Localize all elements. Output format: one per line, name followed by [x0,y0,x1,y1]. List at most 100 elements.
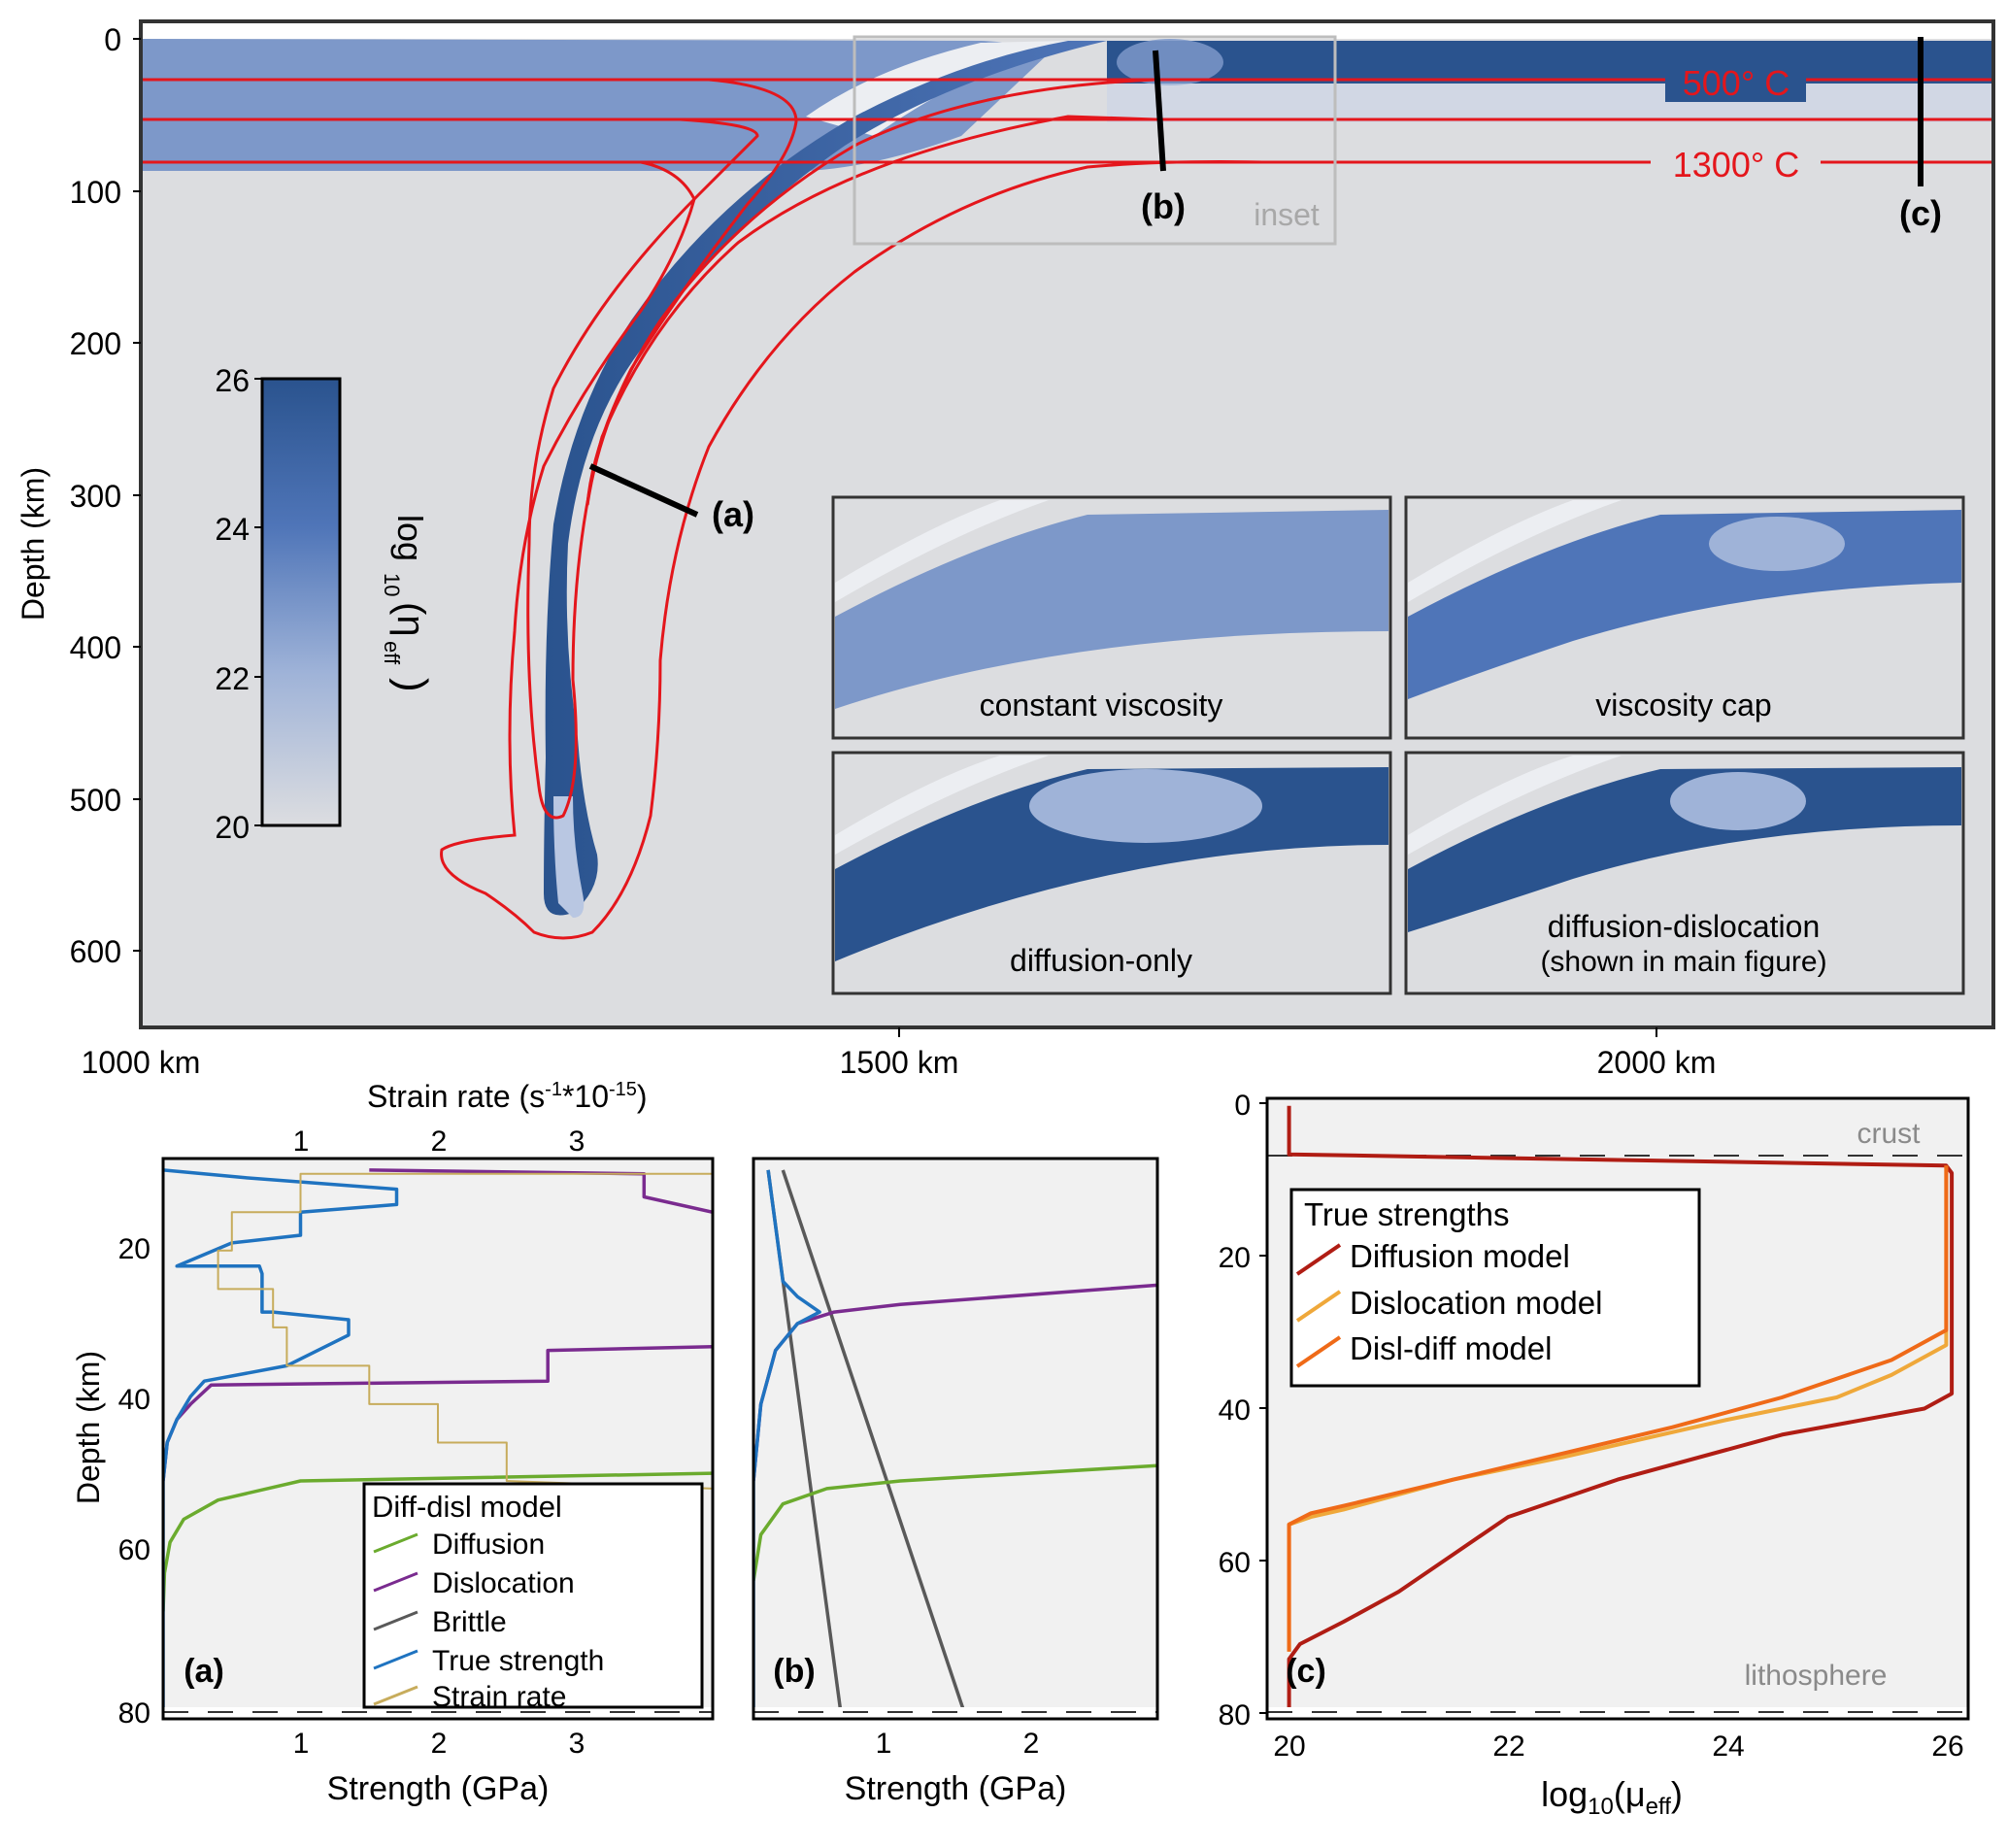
legend-a-swatch-diffusion [373,1532,418,1554]
inset-diffusion-only: diffusion-only [831,751,1392,995]
main-x-ticks [898,1027,1657,1037]
panel-b-bottom-strip [753,1709,1157,1719]
legend-a-dislocation: Dislocation [432,1567,575,1599]
panel-a-top-tick-2: 2 [431,1126,448,1158]
slab-tip [553,796,585,918]
marker-b-line [1153,50,1166,172]
inset-label-diffdisl-2: (shown in main figure) [1540,946,1826,978]
cbar-label-sub1: 10 [380,573,404,596]
iso-1300-label: 1300° C [1673,145,1799,185]
main-panel: 500° C 1300° C inset (b) (c) (a) 26 24 2… [16,19,1995,1080]
panel-b-bg [753,1159,1157,1707]
legend-c-title: True strengths [1304,1196,1510,1232]
panel-b-plot [753,1169,1157,1707]
panel-c-crust-label: crust [1856,1118,1921,1150]
legend-c-disldiff: Disl-diff model [1350,1330,1552,1366]
iso-1300-label-bg [1651,146,1821,185]
panel-a-top-label: Strain rate (s-1*10-15) [367,1079,648,1114]
cbar-tick-24: 24 [215,512,250,547]
legend-a-true: True strength [432,1645,604,1677]
legend-c-diffusion: Diffusion model [1350,1238,1570,1274]
panel-a-xtick-2: 2 [431,1728,448,1760]
inset-constant-viscosity: constant viscosity [831,495,1392,740]
main-frame [139,19,1995,1029]
inset-label-cap: viscosity cap [1595,688,1771,722]
panel-c-xlabel: log10(μeff) [1541,1774,1683,1820]
inset-label-diffusion: diffusion-only [1010,943,1192,978]
legend-a-swatch-true [373,1649,418,1670]
panel-c-ticks [1259,1102,1267,1714]
series-a-strain-rate-4 [217,1172,713,1490]
series-c-dislocation-model-1 [1287,1165,1949,1652]
panel-c-ytick-60: 60 [1219,1547,1251,1579]
main-ytick-200: 200 [70,326,121,361]
legend-c-swatch-disldiff [1295,1335,1342,1368]
panel-a-plot [163,1168,713,1707]
panel-b-xtick-2: 2 [1023,1728,1040,1760]
oceanic-plate [1107,41,1993,84]
panel-a-xlabel: Strength (GPa) [327,1770,550,1807]
iso-500-label: 500° C [1683,63,1790,103]
panel-a-frame [161,1157,715,1721]
cbar-label-sub2: eff [380,641,404,665]
main-ytick-0: 0 [104,22,121,57]
legend-c-dislocation: Dislocation model [1350,1285,1602,1321]
main-ytick-500: 500 [70,783,121,818]
inset-label-diffdisl-1: diffusion-dislocation [1548,909,1820,944]
legend-a-swatch-dislocation [373,1571,418,1593]
legend-a-title: Diff-disl model [372,1490,562,1524]
panel-c-tag: (c) [1286,1653,1326,1690]
legend-c-swatch-dislocation [1295,1290,1342,1323]
main-ytick-100: 100 [70,175,121,210]
main-ytick-600: 600 [70,934,121,969]
series-b-brittle-1 [781,1169,965,1707]
panel-b-frame [752,1157,1159,1721]
legend-a-strain: Strain rate [432,1681,566,1713]
series-b-diffusion-3 [753,1463,1157,1581]
legend-a-swatch-brittle [373,1610,418,1631]
panel-a-top-tick-1: 1 [293,1126,310,1158]
colorbar-ticks [254,378,262,826]
series-a-dislocation-2 [369,1168,713,1215]
main-xtick-2000: 2000 km [1597,1045,1717,1080]
subducting-slab [544,41,1107,916]
panel-b: 1 2 Strength (GPa) (b) [752,1157,1159,1807]
marker-a: (a) [712,494,754,534]
legend-a-brittle: Brittle [432,1606,507,1638]
inset-label-constant: constant viscosity [980,688,1223,722]
isotherm-500-upper [585,78,1156,506]
panel-c-ytick-0: 0 [1234,1090,1251,1122]
main-ylabel: Depth (km) [16,467,50,621]
panel-c-xtick-24: 24 [1712,1730,1744,1763]
panel-c-xtick-26: 26 [1931,1730,1963,1763]
colorbar-label: log 10 (η eff ) [380,515,436,692]
cbar-label-close: ) [388,678,436,692]
cbar-label-log: log [390,515,430,561]
panel-a-xtick-1: 1 [293,1728,310,1760]
iso-500-label-bg [1665,63,1806,102]
panel-b-xtick-1: 1 [876,1728,892,1760]
main-ytick-300: 300 [70,479,121,514]
panel-b-tag: (b) [773,1653,815,1690]
legend-c-swatch-diffusion [1295,1243,1342,1276]
panel-a-ytick-80: 80 [118,1697,151,1730]
marker-b: (b) [1141,186,1186,226]
panel-b-xlabel: Strength (GPa) [845,1770,1067,1807]
panel-a-tag: (a) [184,1653,224,1690]
panel-a-top-tick-3: 3 [569,1126,585,1158]
inset-diffusion-dislocation: diffusion-dislocation (shown in main fig… [1404,751,1965,995]
panel-a-ytick-60: 60 [118,1534,151,1566]
cbar-tick-26: 26 [215,363,250,398]
panel-a-bottom-strip [163,1709,713,1719]
inset-label: inset [1254,197,1320,232]
isotherm-1300-slab [141,160,1263,940]
main-y-ticks [133,38,141,952]
series-a-true-strength-3 [163,1168,399,1707]
cbar-label-eta: (η [389,602,432,637]
panel-a-ylabel: Depth (km) [71,1351,106,1504]
main-ytick-400: 400 [70,630,121,665]
legend-a-diffusion: Diffusion [432,1529,545,1561]
panel-c-plot [1287,1105,1955,1707]
inset-viscosity-cap: viscosity cap [1404,495,1965,740]
